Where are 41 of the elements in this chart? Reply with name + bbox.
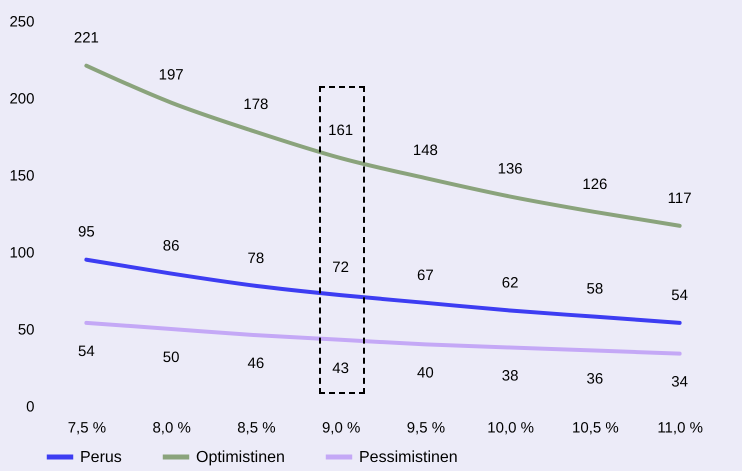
data-label: 72	[332, 259, 349, 276]
data-label: 50	[162, 349, 180, 366]
x-tick-label: 9,0 %	[322, 420, 360, 436]
data-label: 126	[582, 176, 608, 193]
data-label: 46	[248, 355, 264, 372]
data-label: 67	[417, 266, 434, 284]
y-tick-label: 100	[9, 244, 34, 262]
data-label: 117	[668, 190, 692, 207]
data-label: 40	[417, 364, 434, 382]
data-label: 38	[502, 367, 518, 384]
data-label: 43	[332, 360, 349, 377]
data-label: 36	[586, 370, 604, 388]
y-tick-label: 150	[9, 168, 34, 184]
data-label: 54	[671, 286, 688, 304]
y-tick-label: 250	[9, 14, 34, 30]
data-label: 161	[328, 122, 354, 140]
y-tick-label: 50	[18, 322, 34, 338]
data-label: 54	[78, 342, 95, 360]
data-label: 34	[671, 374, 688, 391]
data-label: 86	[162, 238, 180, 255]
y-tick-label: 200	[9, 90, 34, 108]
legend-label: Pessimistinen	[359, 449, 458, 466]
data-label: 136	[498, 160, 523, 178]
x-tick-label: 8,0 %	[152, 420, 191, 436]
data-label: 178	[243, 96, 268, 113]
x-tick-label: 7,5 %	[68, 420, 106, 436]
data-label: 148	[412, 142, 438, 160]
legend-label: Optimistinen	[196, 449, 285, 466]
data-label: 78	[248, 250, 264, 267]
data-label: 62	[502, 274, 518, 292]
x-tick-label: 10,0 %	[487, 420, 534, 436]
x-tick-label: 11,0 %	[657, 420, 703, 436]
x-tick-label: 9,5 %	[406, 420, 446, 436]
data-label: 221	[74, 30, 99, 47]
x-tick-label: 10,5 %	[572, 420, 619, 436]
x-tick-label: 8,5 %	[237, 420, 276, 436]
legend-label: Perus	[80, 449, 122, 466]
data-label: 58	[586, 280, 604, 298]
y-tick-label: 0	[26, 398, 34, 416]
data-label: 95	[78, 224, 95, 241]
data-label: 197	[158, 66, 184, 84]
